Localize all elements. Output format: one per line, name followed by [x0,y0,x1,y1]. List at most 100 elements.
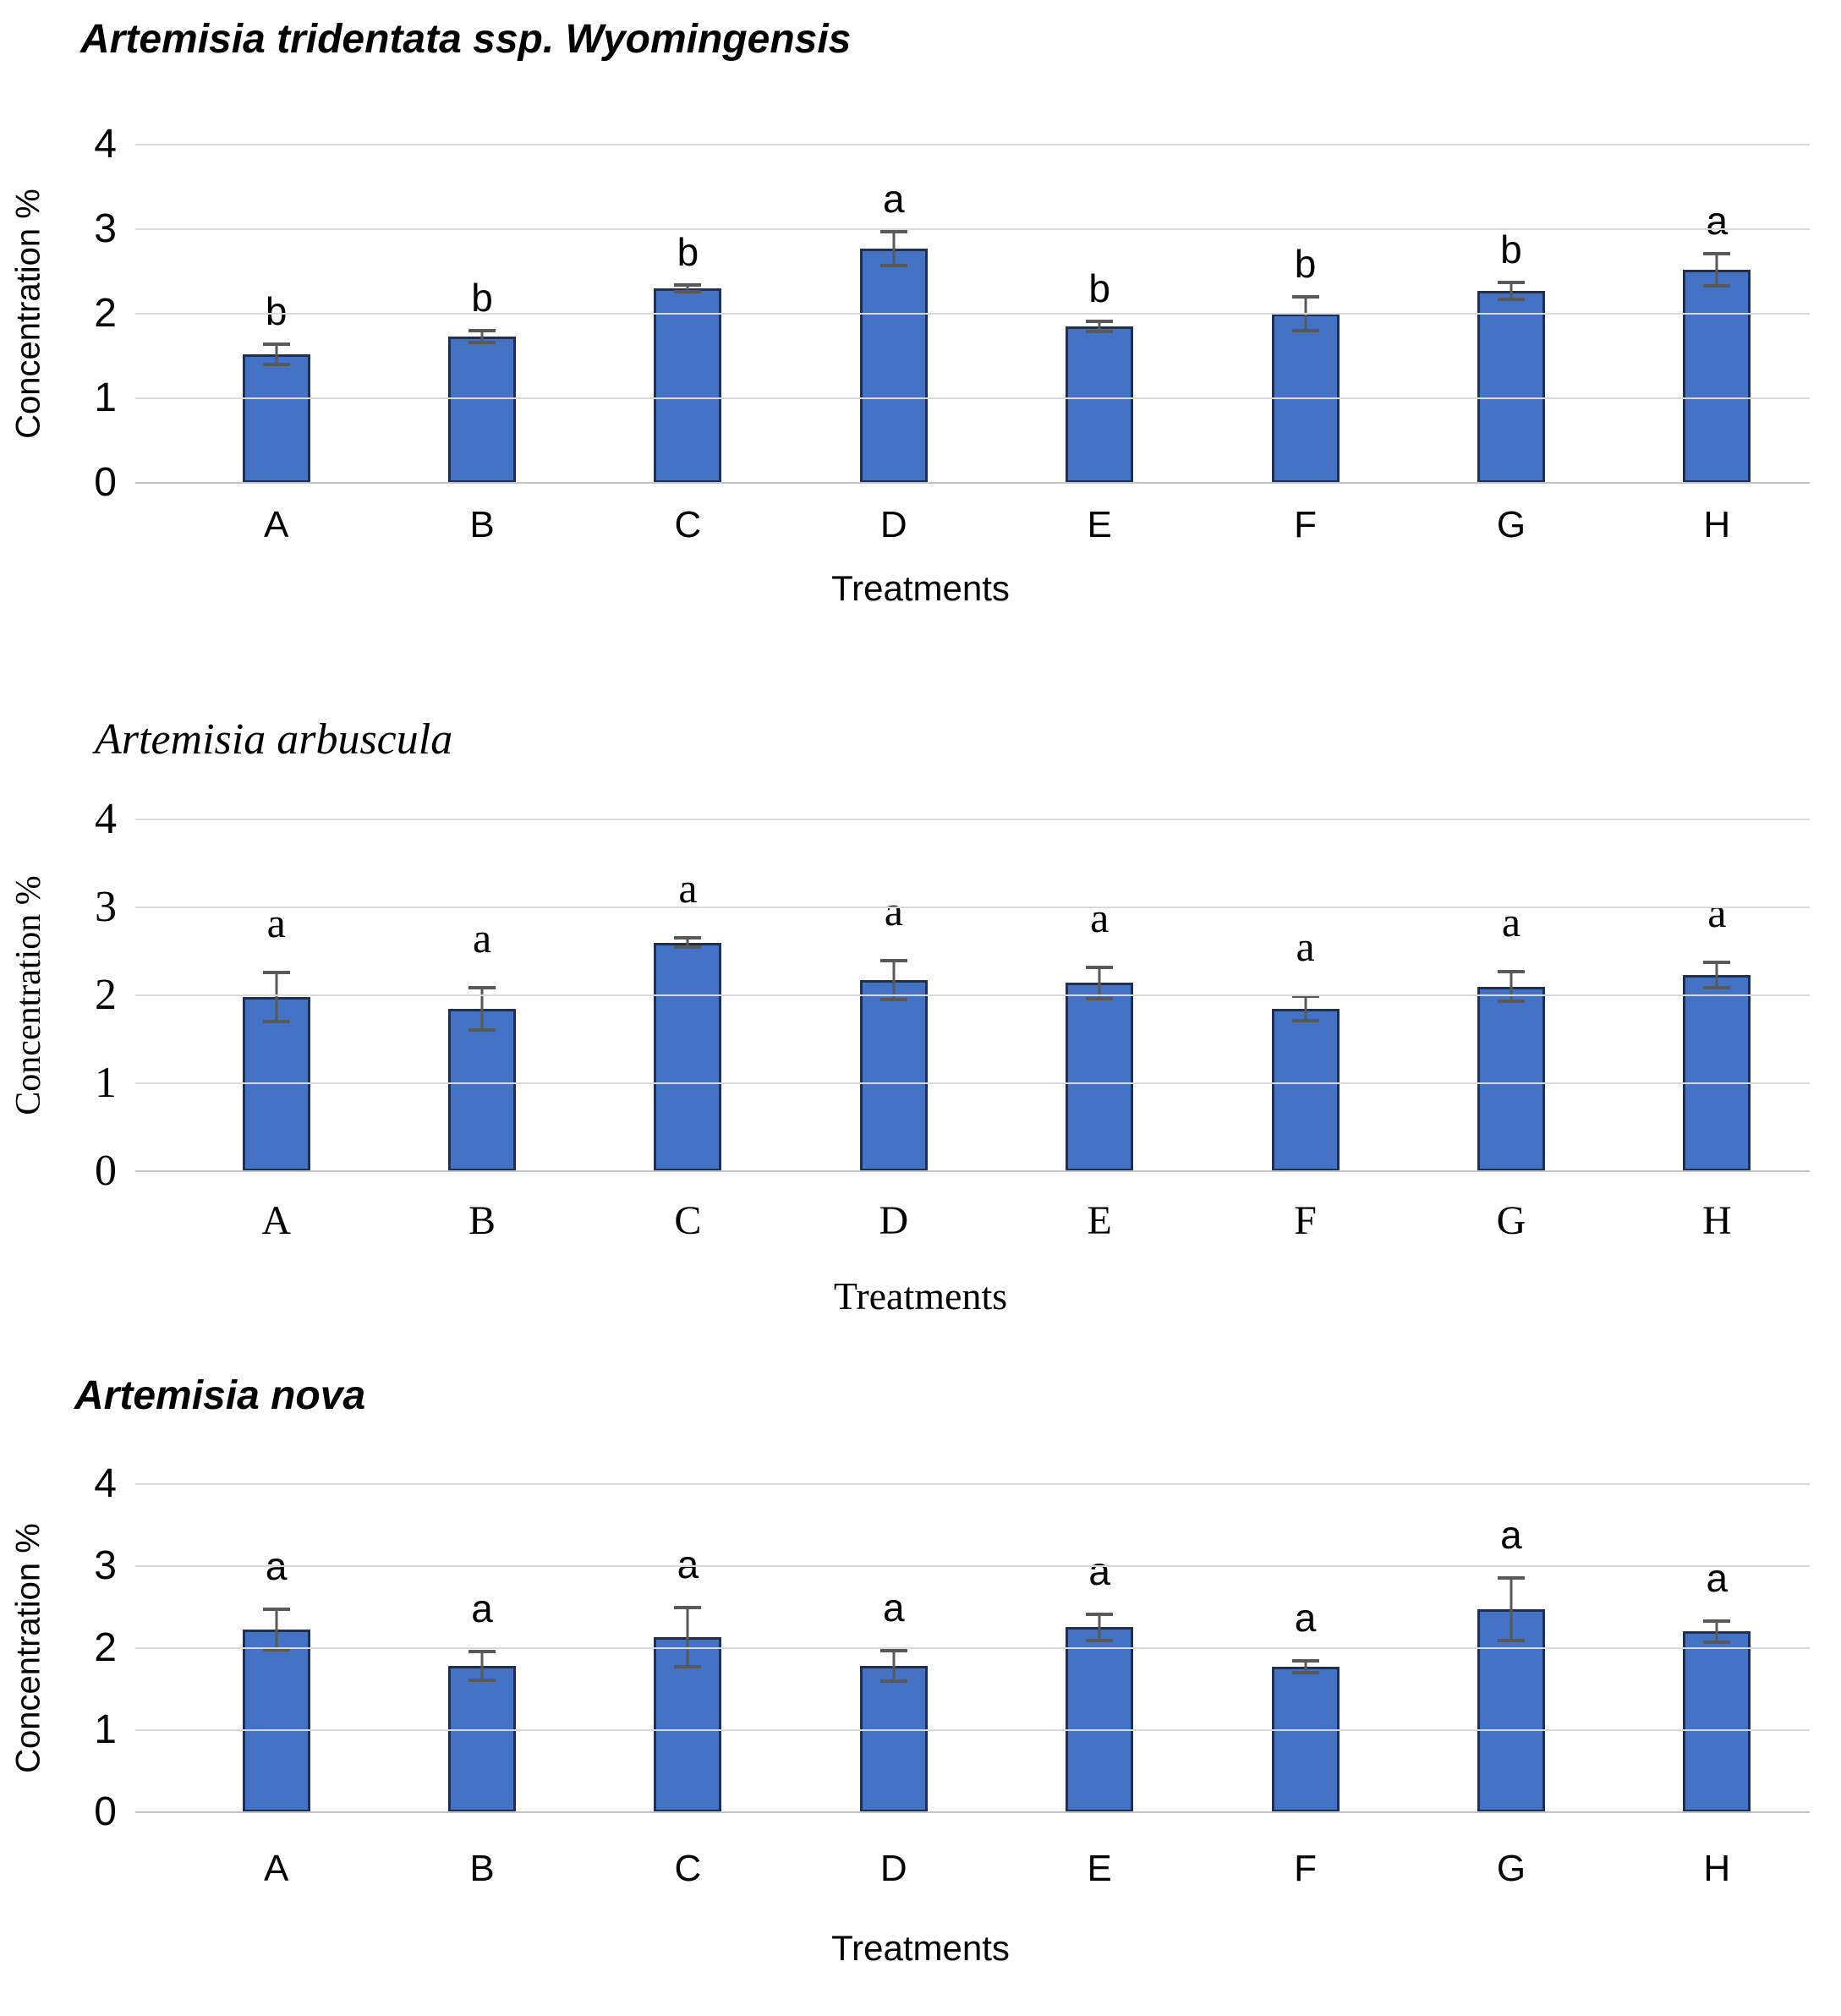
plot-row: Concentration % 0 1 2 3 4 a a a a a a a a [0,797,1841,1192]
error-bar-cap [468,1679,496,1683]
error-bar-B [468,328,496,344]
sig-label-A: b [265,288,288,333]
error-bar-cap [1291,1019,1319,1023]
x-tick-label-G: G [1496,503,1526,545]
y-tick-label: 2 [94,290,117,336]
x-tick-label-H: H [1701,1197,1732,1243]
chart-title: Artemisia tridentata ssp. Wyomingensis [80,17,852,62]
x-tick-label-C: C [674,1847,702,1889]
error-bar-cap [262,362,290,366]
x-axis-title: Treatments [831,1927,1010,1968]
x-axis-line [135,1170,1810,1172]
sig-label-D: a [884,887,903,935]
x-tick-label-A: A [264,503,289,545]
sig-label-C: a [677,1542,699,1587]
x-tick-label-D: D [879,503,907,545]
bars-layer: a a a a a a a a [173,819,1820,1171]
bar-F [1271,1008,1340,1171]
x-tick-label-D: D [879,1847,907,1889]
sig-label-E: b [1088,266,1110,310]
bar-A [242,997,310,1171]
error-bar-cap [879,998,907,1002]
x-axis-labels: A B C D E F G H [135,503,1810,547]
error-bar-H [1703,961,1731,989]
chart-title: Artemisia arbuscula [95,715,453,764]
error-bar-stem [1304,994,1307,1023]
sig-label-H: a [1706,198,1729,243]
error-bar-stem [480,1649,484,1683]
y-axis-title: Concentration % [9,188,47,439]
error-bar-H [1703,1619,1731,1644]
x-axis-line [135,481,1810,484]
bar-D [859,1665,928,1812]
error-bar-A [262,970,290,1024]
x-tick-label-E: E [1087,1197,1112,1243]
error-bar-F [1291,994,1319,1023]
error-bar-B [468,985,496,1032]
error-bar-stem [275,1608,278,1652]
y-tick-label: 4 [94,1460,117,1506]
error-bar-cap [674,945,702,949]
sig-label-G: b [1500,227,1522,271]
y-axis-title: Concentration % [9,875,48,1115]
x-tick-label-E: E [1087,503,1112,545]
gridline [135,994,1810,996]
error-bar-stem [1715,961,1718,989]
sig-label-G: a [1501,897,1521,945]
error-bar-cap [1703,283,1731,288]
sig-label-C: a [678,864,698,912]
chart-title: Artemisia nova [74,1372,366,1418]
y-tick-label: 0 [94,1789,117,1834]
x-tick-label-G: G [1496,1197,1526,1243]
y-tick-label: 4 [94,121,117,167]
gridline [135,906,1810,908]
chart-artemisia-tridentata: Artemisia tridentata ssp. Wyomingensis C… [0,0,1841,606]
error-bar-C [674,936,702,949]
gridline [135,1564,1810,1567]
sig-label-B: b [471,275,493,320]
gridline [135,227,1810,230]
bar-F [1271,1666,1340,1812]
sig-label-F: b [1294,241,1317,286]
sig-label-B: a [472,913,492,961]
error-bar-cap [879,263,907,267]
error-bar-stem [1304,1659,1307,1674]
sig-label-A: a [266,898,286,946]
error-bar-E [1086,965,1114,1001]
error-bar-stem [1510,280,1513,301]
error-bar-cap [1086,1638,1114,1642]
error-bar-A [262,342,290,366]
y-axis: Concentration % 0 1 2 3 4 [0,1463,135,1832]
error-bar-cap [262,1648,290,1652]
x-tick-label-B: B [469,1847,495,1889]
error-bar-stem [686,282,689,293]
gridline [135,397,1810,399]
bar-D [859,980,928,1171]
y-tick-label: 3 [95,882,117,931]
error-bar-G [1497,1576,1525,1642]
error-bar-F [1291,1659,1319,1674]
bar-B [448,1008,517,1171]
x-tick-label-G: G [1496,1847,1526,1889]
error-bar-stem [480,328,484,344]
y-axis: Concentration % 0 1 2 3 4 [0,123,135,502]
y-axis-title: Concentration % [9,1522,47,1773]
error-bar-D [879,229,907,267]
bar-H [1683,975,1751,1171]
x-tick-label-F: F [1294,1847,1318,1889]
sig-label-D: a [883,176,905,221]
bar-H [1683,269,1751,483]
y-tick-label: 1 [95,1058,117,1107]
x-axis-labels: A B C D E F G H [135,1847,1810,1893]
x-tick-label-A: A [264,1847,289,1889]
error-bar-stem [686,1606,689,1668]
y-axis: Concentration % 0 1 2 3 4 [0,797,135,1192]
sig-label-E: a [1088,1548,1110,1593]
error-bar-cap [879,1679,907,1684]
bar-C [654,288,722,483]
error-bar-cap [468,1027,496,1032]
error-bar-stem [1510,1576,1513,1642]
y-tick-label: 1 [94,1706,117,1752]
error-bar-cap [468,340,496,344]
